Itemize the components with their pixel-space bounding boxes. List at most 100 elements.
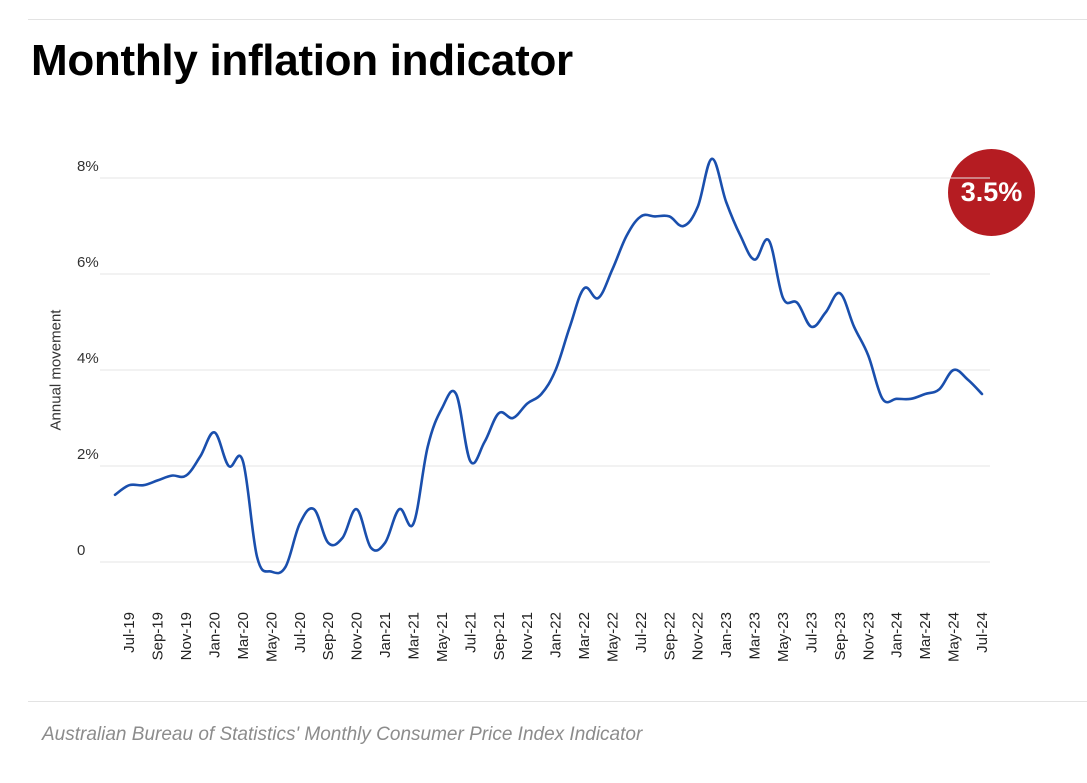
data-point (625, 234, 629, 238)
data-point (255, 555, 259, 559)
data-point (511, 416, 515, 420)
series-line (113, 157, 984, 575)
data-point (440, 406, 444, 410)
data-point (312, 507, 316, 511)
data-point (113, 493, 117, 497)
data-point (966, 378, 970, 382)
data-point (355, 507, 359, 511)
data-point (483, 440, 487, 444)
data-point (866, 354, 870, 358)
x-tick-label: Jul-23 (803, 612, 820, 653)
series-layer (113, 157, 984, 575)
data-point (397, 507, 401, 511)
data-point (284, 565, 288, 569)
x-tick-label: Jan-23 (718, 612, 735, 658)
data-point (923, 392, 927, 396)
x-tick-label: May-24 (946, 612, 963, 662)
data-point (269, 570, 273, 574)
x-tick-label: Nov-20 (349, 612, 366, 660)
data-point (468, 459, 472, 463)
data-point (937, 387, 941, 391)
data-point (568, 325, 572, 329)
data-point (454, 392, 458, 396)
data-point (369, 546, 373, 550)
x-tick-label: May-21 (434, 612, 451, 662)
latest-value-badge: 3.5% (948, 149, 1035, 236)
data-point (497, 411, 501, 415)
page-title: Monthly inflation indicator (31, 36, 573, 85)
x-tick-label: Sep-21 (491, 612, 508, 660)
data-point (554, 368, 558, 372)
data-point (141, 483, 145, 487)
data-point (326, 541, 330, 545)
x-tick-label: Mar-24 (917, 612, 934, 660)
x-tick-label: Mar-20 (235, 612, 252, 660)
data-point (184, 474, 188, 478)
y-tick-label: 4% (77, 350, 99, 367)
data-point (212, 430, 216, 434)
x-tick-label: Mar-22 (576, 612, 593, 660)
data-point (227, 464, 231, 468)
data-point (383, 541, 387, 545)
data-point (682, 224, 686, 228)
data-point (696, 205, 700, 209)
data-point (340, 536, 344, 540)
data-point (980, 392, 984, 396)
data-point (426, 445, 430, 449)
x-tick-label: Sep-22 (661, 612, 678, 660)
data-point (539, 392, 543, 396)
data-point (795, 301, 799, 305)
x-tick-label: May-23 (775, 612, 792, 662)
data-point (241, 459, 245, 463)
x-tick-label: Nov-23 (860, 612, 877, 660)
x-tick-label: Jan-21 (377, 612, 394, 658)
x-tick-labels: Jul-19 Sep-19 Nov-19 Jan-20 Mar-20 May-20 Jul-… (121, 612, 991, 662)
x-tick-label: Jul-19 (121, 612, 138, 653)
x-tick-label: Nov-21 (519, 612, 536, 660)
bottom-divider (28, 701, 1087, 702)
x-tick-label: Nov-22 (690, 612, 707, 660)
data-point (724, 200, 728, 204)
data-point (881, 397, 885, 401)
data-point (753, 258, 757, 262)
data-point (667, 214, 671, 218)
x-tick-label: May-22 (604, 612, 621, 662)
data-point (838, 291, 842, 295)
x-tick-label: Jul-21 (462, 612, 479, 653)
x-tick-label: Jan-24 (889, 612, 906, 658)
x-tick-label: Nov-19 (178, 612, 195, 660)
gridlines (100, 177, 990, 563)
data-point (809, 325, 813, 329)
data-point (610, 267, 614, 271)
data-point (156, 478, 160, 482)
x-tick-label: Jul-20 (292, 612, 309, 653)
data-point (852, 325, 856, 329)
x-tick-label: Sep-20 (320, 612, 337, 660)
x-tick-label: Sep-23 (832, 612, 849, 660)
x-tick-label: May-20 (263, 612, 280, 662)
data-point (582, 286, 586, 290)
x-tick-label: Mar-23 (747, 612, 764, 660)
data-point (170, 474, 174, 478)
data-point (639, 214, 643, 218)
data-point (653, 214, 657, 218)
data-point (127, 483, 131, 487)
data-point (824, 310, 828, 314)
x-tick-label: Jul-22 (633, 612, 650, 653)
data-point (525, 402, 529, 406)
source-note: Australian Bureau of Statistics' Monthly… (42, 724, 643, 745)
data-point (738, 234, 742, 238)
data-point (952, 368, 956, 372)
data-point (781, 296, 785, 300)
y-tick-label: 2% (77, 446, 99, 463)
data-point (895, 397, 899, 401)
data-point (298, 522, 302, 526)
x-tick-label: Jul-24 (974, 612, 991, 653)
x-tick-label: Sep-19 (150, 612, 167, 660)
data-point (198, 454, 202, 458)
y-tick-label: 6% (77, 254, 99, 271)
data-point (767, 238, 771, 242)
data-point (596, 296, 600, 300)
x-tick-label: Jan-22 (548, 612, 565, 658)
